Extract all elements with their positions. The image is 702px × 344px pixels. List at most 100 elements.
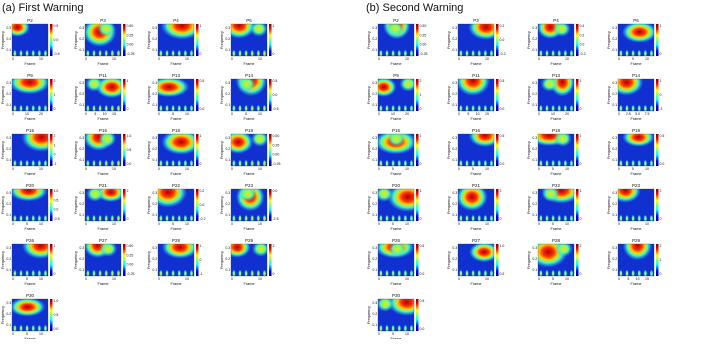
y-tick: 0.3 [152, 246, 157, 250]
scalogram [158, 79, 194, 111]
colorbar-tick: 1 [200, 24, 202, 28]
plot-frame [157, 243, 195, 277]
colorbar-tick: 0.0 [420, 272, 425, 276]
low-freq-band [37, 324, 42, 331]
low-freq-band [619, 104, 623, 111]
low-freq-band [471, 214, 475, 221]
y-tick: 0.3 [79, 136, 84, 140]
energy-region [238, 189, 257, 202]
x-tick: 0 [538, 277, 540, 281]
low-freq-band [569, 214, 574, 221]
y-label: Frequency [527, 251, 531, 269]
x-tick: 10 [551, 112, 555, 116]
energy-region [387, 299, 414, 316]
colorbar-tick: 1 [420, 93, 422, 97]
y-tick: 0.2 [612, 147, 617, 151]
low-freq-band [189, 159, 194, 166]
y-tick: 0.3 [6, 301, 11, 305]
x-tick: 10 [645, 167, 649, 171]
colorbar-tick: 0.0 [273, 189, 278, 193]
subplot-title: P2 [27, 18, 33, 23]
low-freq-band [477, 104, 482, 111]
subplot-title: P11 [472, 73, 480, 78]
low-freq-band [619, 49, 623, 56]
y-tick: 0.2 [532, 257, 537, 261]
low-freq-band [619, 159, 623, 166]
low-freq-band [116, 214, 121, 221]
energy-region [541, 189, 560, 202]
colorbar-tick: 0 [580, 107, 582, 111]
y-tick: 0.2 [152, 92, 157, 96]
low-freq-band [104, 269, 109, 276]
subplot-title: P21 [472, 183, 481, 188]
low-freq-band [92, 159, 96, 166]
colorbar [50, 134, 53, 166]
y-tick: 0.3 [372, 136, 377, 140]
x-label: Frame [25, 62, 36, 66]
x-tick: 0 [378, 222, 380, 226]
energy-region [554, 244, 573, 257]
low-freq-band [13, 49, 17, 56]
y-label: Frequency [147, 196, 151, 214]
low-freq-band [110, 159, 115, 166]
y-label: Frequency [147, 31, 151, 49]
low-freq-band [551, 104, 555, 111]
y-label: Frequency [74, 86, 78, 104]
low-freq-band [86, 104, 90, 111]
low-freq-band [465, 159, 469, 166]
low-freq-band [465, 269, 469, 276]
colorbar-tick: 0.5 [127, 148, 132, 152]
low-freq-band [116, 159, 121, 166]
low-freq-band [403, 269, 408, 276]
x-label: Frame [391, 282, 402, 286]
x-label: Frame [171, 227, 182, 231]
colorbar-tick: 1 [580, 189, 582, 193]
plot-frame [84, 133, 122, 167]
colorbar-tick: 1 [127, 79, 129, 83]
low-freq-band [250, 159, 255, 166]
plot-frame [617, 133, 655, 167]
colorbar-tick: 0 [420, 217, 422, 221]
x-tick: 0 [85, 112, 87, 116]
low-freq-band [262, 104, 267, 111]
x-tick: 0 [158, 277, 160, 281]
subplot-title: P4 [553, 18, 559, 23]
low-freq-band [25, 159, 29, 166]
x-tick: 10 [112, 167, 116, 171]
low-freq-band [98, 214, 102, 221]
y-tick: 0.1 [79, 213, 84, 217]
y-tick: 0.2 [152, 202, 157, 206]
subplot-title: P20 [392, 183, 401, 188]
x-tick: 10 [405, 57, 409, 61]
y-tick: 0.3 [612, 246, 617, 250]
low-freq-band [43, 269, 48, 276]
colorbar-tick: 0.2 [500, 24, 505, 28]
x-tick: 2.5 [626, 112, 631, 116]
subplot: P27 0.50 0.25 0.00 -0.25 0.1 0.2 0.3 0 10 Frequenc… [74, 238, 135, 286]
colorbar-tick: 0 [580, 217, 582, 221]
plot-frame [11, 298, 49, 332]
low-freq-band [238, 214, 242, 221]
low-freq-band [471, 269, 475, 276]
low-freq-band [569, 49, 574, 56]
scalogram [618, 134, 654, 166]
subplot-title: P15 [26, 128, 35, 133]
colorbar [576, 24, 579, 56]
y-tick: 0.3 [532, 81, 537, 85]
low-freq-band [551, 214, 555, 221]
x-tick: 0 [158, 222, 160, 226]
colorbar [576, 134, 579, 166]
colorbar-tick: 0.0 [500, 162, 505, 166]
x-tick: 0 [85, 167, 87, 171]
y-tick: 0.2 [372, 312, 377, 316]
low-freq-band [409, 214, 414, 221]
x-label: Frame [244, 227, 255, 231]
low-freq-band [159, 159, 163, 166]
low-freq-band [98, 104, 102, 111]
low-freq-band [110, 49, 115, 56]
y-label: Frequency [1, 141, 5, 159]
low-freq-band [165, 269, 169, 276]
y-tick: 0.3 [6, 136, 11, 140]
y-label: Frequency [1, 31, 5, 49]
y-tick: 0.2 [452, 147, 457, 151]
